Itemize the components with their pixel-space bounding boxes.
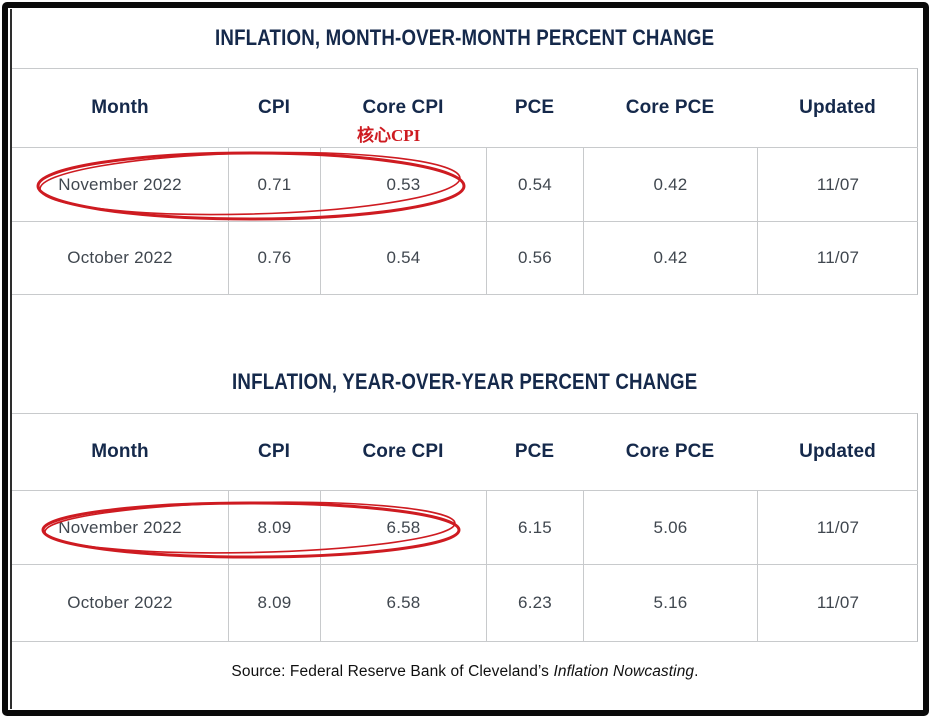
- source-note-prefix: Source: Federal Reserve Bank of Clevelan…: [231, 663, 554, 680]
- yoy-row2-core-pce: 5.16: [583, 564, 757, 641]
- mom-table-title: INFLATION, MONTH-OVER-MONTH PERCENT CHAN…: [215, 25, 715, 50]
- yoy-header-month: Month: [12, 414, 228, 491]
- yoy-row1-cpi: 8.09: [228, 491, 320, 564]
- mom-row1-core-pce: 0.42: [583, 148, 757, 221]
- mom-row2-core-pce: 0.42: [583, 221, 757, 294]
- yoy-row1-core-pce: 5.06: [583, 491, 757, 564]
- mom-header-core-pce: Core PCE: [583, 69, 757, 148]
- source-note-italic: Inflation Nowcasting: [553, 663, 695, 680]
- mom-header-updated: Updated: [757, 69, 918, 148]
- yoy-header-cpi: CPI: [228, 414, 320, 491]
- yoy-table: Month CPI Core CPI PCE Core PCE Updated …: [12, 413, 918, 642]
- yoy-row1-month: November 2022: [58, 517, 182, 537]
- mom-table-title-block: INFLATION, MONTH-OVER-MONTH PERCENT CHAN…: [13, 8, 917, 68]
- source-note: Source: Federal Reserve Bank of Clevelan…: [13, 640, 917, 704]
- yoy-row2-cpi: 8.09: [228, 564, 320, 641]
- mom-row1-updated: 11/07: [757, 148, 918, 221]
- mom-row2-core-cpi: 0.54: [320, 221, 486, 294]
- inner-left-border-line: [10, 9, 12, 709]
- yoy-table-title-block: INFLATION, YEAR-OVER-YEAR PERCENT CHANGE: [13, 293, 917, 413]
- yoy-row1-pce: 6.15: [486, 491, 583, 564]
- yoy-header-core-pce: Core PCE: [583, 414, 757, 491]
- mom-row2-pce: 0.56: [486, 221, 583, 294]
- mom-row2-month: October 2022: [12, 221, 228, 294]
- mom-row1-cpi: 0.71: [228, 148, 320, 221]
- mom-row2-cpi: 0.76: [228, 221, 320, 294]
- yoy-header-updated: Updated: [757, 414, 918, 491]
- mom-header-cpi: CPI: [228, 69, 320, 148]
- yoy-row1-core-cpi: 6.58: [320, 491, 486, 564]
- mom-table: Month CPI Core CPI PCE Core PCE Updated …: [12, 68, 918, 295]
- yoy-row2-core-cpi: 6.58: [320, 564, 486, 641]
- mom-header-month: Month: [12, 69, 228, 148]
- yoy-row2-month: October 2022: [12, 564, 228, 641]
- yoy-row2-pce: 6.23: [486, 564, 583, 641]
- yoy-row2-updated: 11/07: [757, 564, 918, 641]
- mom-row2-updated: 11/07: [757, 221, 918, 294]
- mom-row1-core-cpi: 0.53: [320, 148, 486, 221]
- mom-header-pce: PCE: [486, 69, 583, 148]
- yoy-row1-updated: 11/07: [757, 491, 918, 564]
- yoy-header-pce: PCE: [486, 414, 583, 491]
- source-note-suffix: .: [694, 663, 699, 680]
- mom-header-core-cpi: Core CPI: [320, 69, 486, 148]
- mom-row1-month: November 2022: [58, 174, 182, 194]
- core-cpi-chinese-annotation: 核心CPI: [357, 126, 421, 145]
- yoy-header-core-cpi: Core CPI: [320, 414, 486, 491]
- yoy-table-title: INFLATION, YEAR-OVER-YEAR PERCENT CHANGE: [232, 369, 698, 394]
- mom-row1-pce: 0.54: [486, 148, 583, 221]
